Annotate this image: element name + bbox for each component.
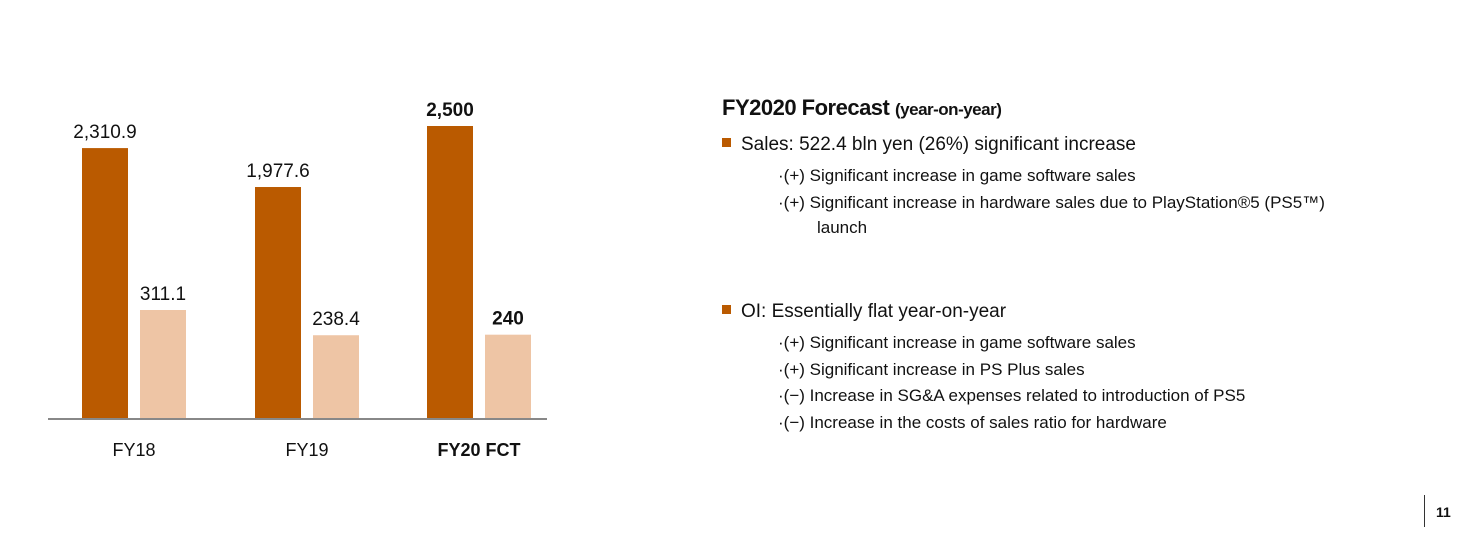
page-number-divider — [1424, 495, 1425, 527]
oi-item: ·(−) Increase in SG&A expenses related t… — [778, 386, 1246, 405]
category-label: FY18 — [112, 440, 155, 460]
bar-oi — [313, 335, 359, 418]
sales-item-continuation: launch — [817, 218, 868, 237]
bar-sales — [427, 126, 473, 418]
data-label: 2,310.9 — [73, 122, 136, 143]
data-label: 240 — [492, 309, 524, 330]
data-label: 2,500 — [426, 100, 474, 121]
oi-item: ·(+) Significant increase in game softwa… — [778, 333, 1136, 352]
bar-oi — [485, 334, 531, 418]
category-label: FY19 — [285, 440, 328, 460]
bar-sales — [255, 187, 301, 418]
panel-title: FY2020 Forecast (year-on-year) — [722, 95, 1002, 120]
data-label: 1,977.6 — [246, 161, 309, 182]
bar-sales — [82, 148, 128, 418]
oi-item: ·(−) Increase in the costs of sales rati… — [778, 413, 1167, 432]
bullet-square-icon — [722, 305, 731, 314]
bullet-square-icon — [722, 138, 731, 147]
sales-bullet: Sales: 522.4 bln yen (26%) significant i… — [722, 134, 1136, 156]
category-label: FY20 FCT — [437, 440, 520, 460]
bar-chart: 2,310.9 1,977.6 2,500 311.1 238.4 240 FY18 FY19… — [48, 100, 547, 460]
sales-item: ·(+) Significant increase in hardware sa… — [778, 193, 1325, 212]
data-label: 311.1 — [140, 284, 186, 305]
oi-item: ·(+) Significant increase in PS Plus sal… — [778, 360, 1085, 379]
page-number: 11 — [1436, 504, 1451, 520]
oi-bullet: OI: Essentially flat year-on-year — [722, 301, 1006, 323]
sales-item: ·(+) Significant increase in game softwa… — [778, 166, 1136, 185]
data-label: 238.4 — [312, 309, 360, 330]
bar-oi — [140, 310, 186, 418]
